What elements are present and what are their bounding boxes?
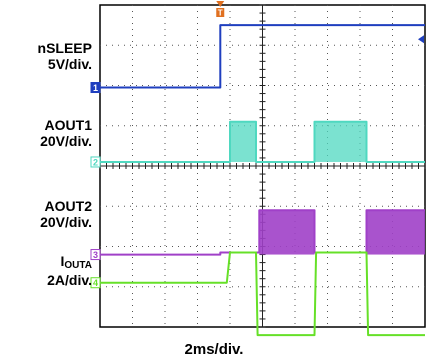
aout2-label: AOUT2 20V/div. [40,198,92,230]
iouta-name: IOUTA [60,253,92,271]
aout2-trace [100,209,425,256]
iouta-scale: 2A/div. [47,272,92,288]
aout2-trace-burst [366,210,425,255]
trigger-marker [216,8,225,17]
aout1-label: AOUT1 20V/div. [40,117,92,149]
trigger-marker-label: T [218,9,223,18]
ch2-marker [90,156,101,168]
ch4-marker-label: 4 [93,278,98,288]
grid [99,4,426,328]
ch1-level-arrow [418,35,424,44]
nsleep-scale: 5V/div. [47,56,92,72]
channel-markers: 1 2 3 4 T [90,1,424,289]
aout2-scale: 20V/div. [40,214,92,230]
ch1-marker-label: 1 [93,83,98,93]
aout1-name: AOUT1 [44,117,92,133]
nsleep-trace [100,24,425,89]
ch2-marker-label: 2 [93,157,98,167]
iouta-trace [100,251,425,337]
aout1-trace-burst [314,121,367,162]
aout2-trace-burst [259,210,315,255]
timebase-label: 2ms/div. [184,341,244,358]
nsleep-label: nSLEEP 5V/div. [38,40,92,72]
trigger-arrow [216,1,225,7]
ch3-marker [90,249,101,261]
ch1-marker [90,82,101,94]
ch3-marker-label: 3 [93,250,98,260]
aout2-name: AOUT2 [44,198,92,214]
iouta-label: IOUTA 2A/div. [47,253,92,288]
aout1-trace [100,120,425,163]
traces [100,24,425,337]
nsleep-name: nSLEEP [37,40,92,56]
ch4-marker [90,277,101,289]
aout1-scale: 20V/div. [40,133,92,149]
aout1-trace-burst [230,121,256,162]
